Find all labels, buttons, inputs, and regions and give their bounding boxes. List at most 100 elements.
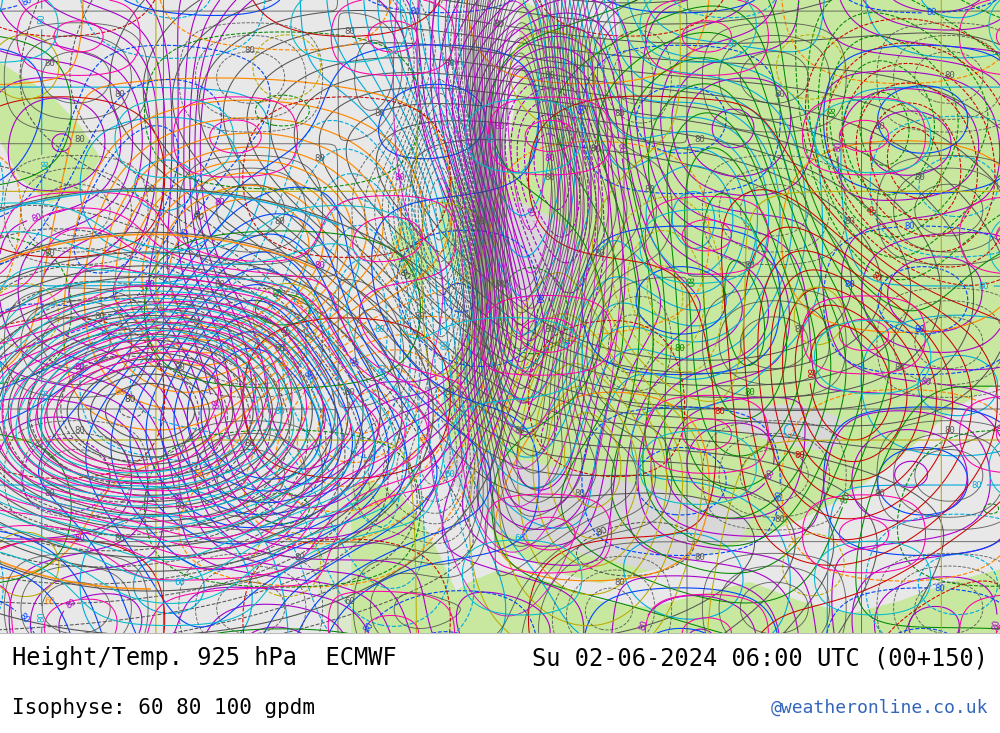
Polygon shape	[440, 443, 750, 570]
Text: 80: 80	[295, 553, 305, 561]
Text: 80: 80	[945, 426, 955, 435]
Text: 80: 80	[978, 281, 989, 290]
Text: 80: 80	[683, 276, 693, 287]
Text: 80: 80	[375, 325, 385, 334]
Text: 80: 80	[272, 290, 283, 299]
Text: 80: 80	[764, 468, 777, 481]
Text: 80: 80	[175, 363, 185, 372]
Text: 80: 80	[971, 481, 982, 490]
Text: 80: 80	[445, 59, 455, 68]
Text: 80: 80	[921, 377, 932, 388]
Polygon shape	[440, 177, 550, 329]
Text: 80: 80	[875, 490, 885, 498]
Text: 80: 80	[436, 339, 446, 351]
Text: 80: 80	[545, 173, 555, 182]
Text: Height/Temp. 925 hPa  ECMWF: Height/Temp. 925 hPa ECMWF	[12, 647, 397, 670]
Text: 80: 80	[515, 426, 525, 435]
Text: 80: 80	[845, 217, 855, 226]
Text: 80: 80	[825, 107, 834, 117]
Text: 80: 80	[175, 502, 185, 511]
Text: 80: 80	[745, 262, 755, 270]
Text: 80: 80	[775, 90, 785, 100]
Text: 80: 80	[445, 388, 455, 397]
Text: 80: 80	[277, 358, 291, 372]
Text: 80: 80	[615, 578, 625, 587]
Polygon shape	[620, 0, 820, 114]
Text: 80: 80	[915, 173, 925, 182]
Text: 80: 80	[115, 534, 125, 543]
Text: 80: 80	[20, 0, 33, 8]
Text: 80: 80	[186, 315, 201, 328]
Text: 80: 80	[362, 620, 376, 634]
Text: 80: 80	[637, 619, 649, 631]
Text: 80: 80	[904, 221, 915, 231]
Polygon shape	[440, 0, 1000, 583]
Text: 80: 80	[277, 325, 291, 340]
Polygon shape	[440, 570, 1000, 633]
Text: 60: 60	[445, 471, 455, 479]
Text: 80: 80	[915, 325, 925, 334]
Text: 80: 80	[37, 14, 46, 24]
Text: 60: 60	[345, 597, 355, 606]
Text: 80: 80	[64, 597, 78, 611]
Text: 80: 80	[275, 344, 285, 353]
Text: 80: 80	[95, 312, 105, 321]
Bar	[0, 0, 350, 633]
Text: 80: 80	[524, 205, 536, 218]
Text: 80: 80	[834, 141, 844, 152]
Text: 80: 80	[178, 226, 192, 240]
Text: 80: 80	[495, 281, 505, 290]
Text: 80: 80	[695, 135, 705, 144]
Text: 80: 80	[215, 281, 225, 290]
Text: 80: 80	[805, 367, 814, 378]
Text: Isophyse: 60 80 100 gpdm: Isophyse: 60 80 100 gpdm	[12, 698, 315, 718]
Polygon shape	[0, 63, 100, 202]
Text: 80: 80	[30, 212, 43, 224]
Text: 80: 80	[37, 388, 46, 399]
Polygon shape	[390, 221, 440, 285]
Text: 80: 80	[45, 248, 55, 258]
Text: 80: 80	[145, 185, 155, 194]
Text: 80: 80	[577, 103, 587, 114]
Text: 50: 50	[195, 471, 205, 479]
Text: 80: 80	[927, 8, 938, 18]
Text: 80: 80	[534, 293, 543, 304]
Text: 80: 80	[75, 363, 85, 372]
Text: 80: 80	[125, 394, 136, 404]
Text: 80: 80	[695, 553, 705, 561]
Text: @weatheronline.co.uk: @weatheronline.co.uk	[770, 699, 988, 717]
Text: 80: 80	[615, 142, 626, 154]
Text: 80: 80	[575, 490, 585, 498]
Text: 80: 80	[45, 59, 55, 68]
Text: 80: 80	[315, 154, 325, 163]
Text: 80: 80	[615, 109, 625, 119]
Text: 60: 60	[175, 578, 185, 587]
Text: Su 02-06-2024 06:00 UTC (00+150): Su 02-06-2024 06:00 UTC (00+150)	[532, 647, 988, 670]
Text: 60: 60	[115, 388, 125, 397]
Polygon shape	[730, 405, 840, 449]
Text: 80: 80	[395, 173, 405, 182]
Text: 80: 80	[675, 344, 685, 353]
Text: 80: 80	[45, 490, 55, 498]
Polygon shape	[840, 0, 1000, 317]
Text: 80: 80	[492, 19, 505, 30]
Text: 80: 80	[275, 217, 285, 226]
Text: 80: 80	[16, 611, 30, 625]
Polygon shape	[310, 482, 460, 633]
Text: 80: 80	[301, 369, 314, 383]
Text: 80: 80	[375, 109, 385, 119]
Text: 80: 80	[346, 356, 359, 369]
Text: 80: 80	[245, 439, 255, 448]
Text: 80: 80	[863, 205, 876, 218]
Text: 80: 80	[775, 515, 785, 524]
Text: 80: 80	[275, 407, 285, 416]
Text: 80: 80	[475, 217, 485, 226]
Text: 60: 60	[45, 597, 55, 606]
Text: 80: 80	[560, 336, 573, 350]
Text: 80: 80	[775, 490, 785, 501]
Text: 80: 80	[145, 281, 155, 290]
Text: 80: 80	[345, 27, 355, 36]
Text: 80: 80	[190, 209, 205, 223]
Text: 80: 80	[418, 432, 431, 446]
Text: 80: 80	[171, 492, 182, 504]
